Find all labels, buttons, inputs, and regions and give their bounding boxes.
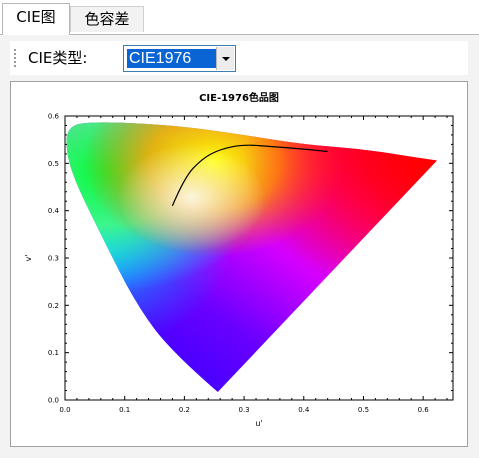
toolbar: CIE类型: CIE1976 bbox=[10, 41, 468, 75]
dropdown-button[interactable] bbox=[216, 47, 234, 70]
cie-chromaticity-chart: 0.0 0.1 0.2 0.3 0.4 0.5 0.6 0.0 0.1 0.2 0.3 0.4 0.5 0… bbox=[24, 113, 454, 428]
x-tick-label: 0.3 bbox=[239, 406, 250, 414]
tab-cie-diagram[interactable]: CIE图 bbox=[2, 3, 70, 35]
tab-panel: CIE类型: CIE1976 CIE-1976色品图 bbox=[0, 34, 479, 458]
cie-type-dropdown[interactable]: CIE1976 bbox=[123, 45, 236, 72]
planckian-locus-line bbox=[171, 144, 328, 207]
x-tick-label: 0.2 bbox=[179, 406, 190, 414]
chart-title: CIE-1976色品图 bbox=[199, 93, 279, 104]
y-tick-label: 0.3 bbox=[48, 255, 59, 263]
y-tick-label: 0.6 bbox=[48, 113, 60, 121]
y-tick-label: 0.5 bbox=[48, 160, 59, 168]
chevron-down-icon bbox=[222, 57, 230, 61]
color-gamut-area bbox=[66, 122, 437, 392]
x-tick-label: 0.1 bbox=[119, 406, 130, 414]
toolbar-grip-icon[interactable] bbox=[14, 49, 16, 67]
y-tick-label: 0.4 bbox=[48, 207, 60, 215]
y-tick-label: 0.1 bbox=[48, 349, 59, 357]
y-tick-label: 0.0 bbox=[48, 397, 59, 405]
tab-strip: CIE图 色容差 bbox=[0, 0, 479, 35]
x-tick-label: 0.5 bbox=[358, 406, 369, 414]
y-axis-label: v' bbox=[24, 255, 33, 262]
x-tick-label: 0.6 bbox=[418, 406, 430, 414]
cie-type-selected-value[interactable]: CIE1976 bbox=[127, 49, 216, 68]
tab-color-tolerance[interactable]: 色容差 bbox=[70, 6, 144, 32]
chart-frame: CIE-1976色品图 bbox=[10, 81, 468, 447]
x-tick-label: 0.0 bbox=[59, 406, 70, 414]
cie-type-label: CIE类型: bbox=[28, 49, 88, 67]
x-tick-label: 0.4 bbox=[298, 406, 310, 414]
y-tick-label: 0.2 bbox=[48, 302, 59, 310]
plot-axes: 0.0 0.1 0.2 0.3 0.4 0.5 0.6 0.0 0.1 0.2 0.3 0.4 0.5 0… bbox=[48, 113, 454, 414]
x-axis-label: u' bbox=[255, 419, 262, 428]
